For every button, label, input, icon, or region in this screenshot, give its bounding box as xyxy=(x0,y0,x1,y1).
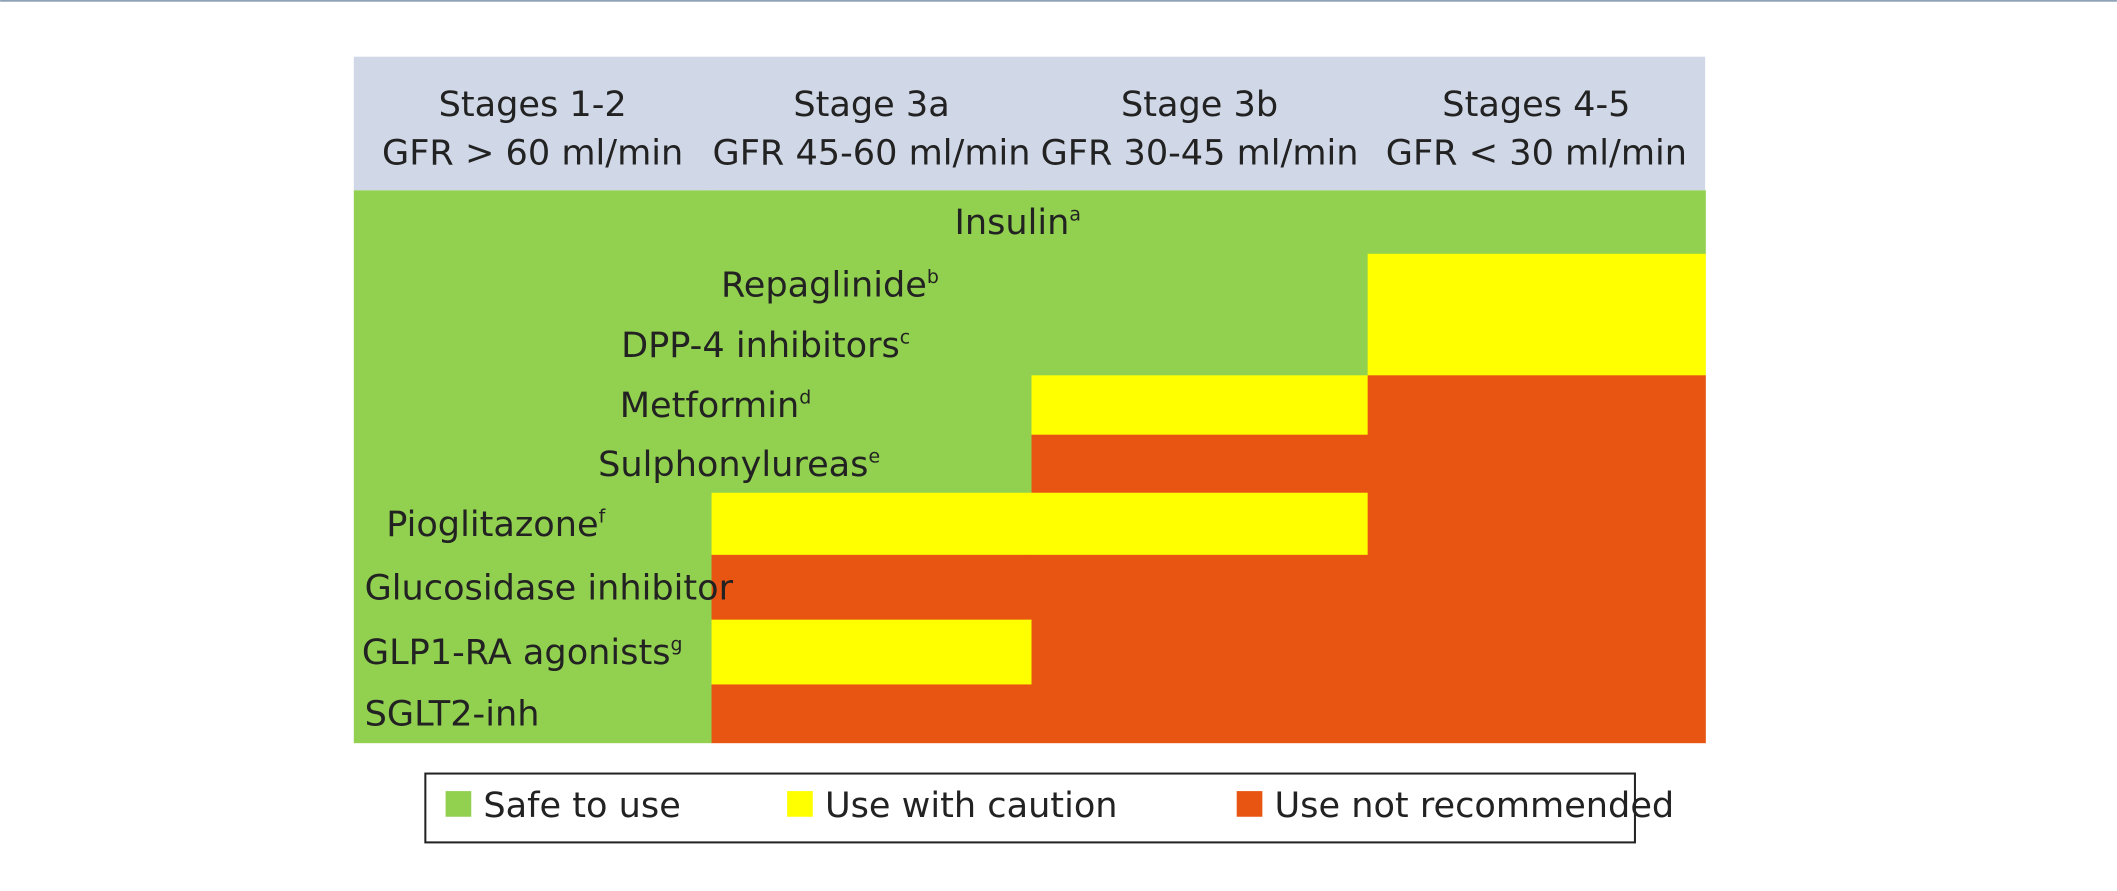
drug-name: Insulin xyxy=(955,202,1070,243)
footnote-mark: b xyxy=(927,266,939,288)
cell xyxy=(353,434,713,494)
cell xyxy=(1367,190,1706,255)
cell xyxy=(1031,314,1369,376)
drug-name: Glucosidase inhibitor xyxy=(365,567,734,608)
cell xyxy=(1367,492,1706,556)
cell xyxy=(1031,253,1369,316)
footnote-mark: f xyxy=(599,505,607,527)
drug-label: SGLT2-inh xyxy=(365,694,540,735)
legend-box xyxy=(424,772,1636,844)
cell xyxy=(711,314,1033,376)
drug-name: GLP1-RA agonists xyxy=(362,632,671,673)
cell xyxy=(353,554,713,621)
legend-label: Safe to use xyxy=(483,785,680,826)
column-gfr: GFR > 60 ml/min xyxy=(382,133,683,174)
drug-label: Insulina xyxy=(955,202,1081,243)
legend-swatch xyxy=(445,791,472,817)
legend-swatch xyxy=(1236,791,1263,817)
drug-name: Pioglitazone xyxy=(386,504,598,545)
cell xyxy=(353,314,713,376)
cell xyxy=(353,190,713,255)
cell xyxy=(711,554,1033,621)
drug-name: DPP-4 inhibitors xyxy=(621,325,900,366)
cell xyxy=(711,434,1033,494)
drug-name: SGLT2-inh xyxy=(365,694,540,735)
cell xyxy=(1367,314,1706,376)
cell xyxy=(711,375,1033,436)
cell xyxy=(1367,554,1706,621)
cell xyxy=(711,190,1033,255)
column-stage: Stages 4-5 xyxy=(1442,84,1630,125)
cell xyxy=(1031,434,1369,494)
footnote-mark: c xyxy=(900,327,910,349)
cell xyxy=(353,375,713,436)
column-stage: Stage 3b xyxy=(1121,84,1278,125)
cell xyxy=(353,684,713,744)
drug-label: DPP-4 inhibitorsc xyxy=(621,325,910,366)
column-stage: Stages 1-2 xyxy=(439,84,627,125)
cell xyxy=(353,253,713,316)
cell xyxy=(1031,190,1369,255)
footnote-mark: e xyxy=(868,445,880,467)
cell xyxy=(711,253,1033,316)
cell xyxy=(353,492,713,556)
drug-label: Pioglitazonef xyxy=(386,504,606,545)
footnote-mark: g xyxy=(671,634,683,656)
footnote-mark: d xyxy=(799,387,811,409)
column-gfr: GFR 30-45 ml/min xyxy=(1041,133,1359,174)
cell xyxy=(1031,492,1369,556)
cell xyxy=(711,684,1033,744)
header-band xyxy=(353,56,1706,191)
cell xyxy=(1367,434,1706,494)
cell xyxy=(1367,375,1706,436)
drug-name: Metformin xyxy=(620,385,799,426)
cell xyxy=(711,619,1033,686)
cell xyxy=(1367,619,1706,686)
drug-label: Sulphonylurease xyxy=(598,444,880,485)
cell xyxy=(1031,684,1369,744)
drug-label: Repaglinideb xyxy=(721,264,939,305)
cell xyxy=(1367,253,1706,316)
legend-label: Use with caution xyxy=(825,785,1118,826)
cell xyxy=(1031,554,1369,621)
drug-name: Sulphonylureas xyxy=(598,444,868,485)
cell xyxy=(711,492,1033,556)
drug-label: Metformind xyxy=(620,385,811,426)
cell xyxy=(353,619,713,686)
drug-name: Repaglinide xyxy=(721,264,927,305)
footnote-mark: a xyxy=(1069,204,1081,226)
column-gfr: GFR < 30 ml/min xyxy=(1386,133,1687,174)
legend-swatch xyxy=(787,791,813,817)
drug-label: Glucosidase inhibitor xyxy=(365,567,734,608)
cell xyxy=(1031,375,1369,436)
cell xyxy=(1031,619,1369,686)
cell xyxy=(1367,684,1706,744)
column-gfr: GFR 45-60 ml/min xyxy=(713,133,1031,174)
column-stage: Stage 3a xyxy=(793,84,949,125)
drug-label: GLP1-RA agonistsg xyxy=(362,632,683,673)
legend-label: Use not recommended xyxy=(1275,785,1675,826)
